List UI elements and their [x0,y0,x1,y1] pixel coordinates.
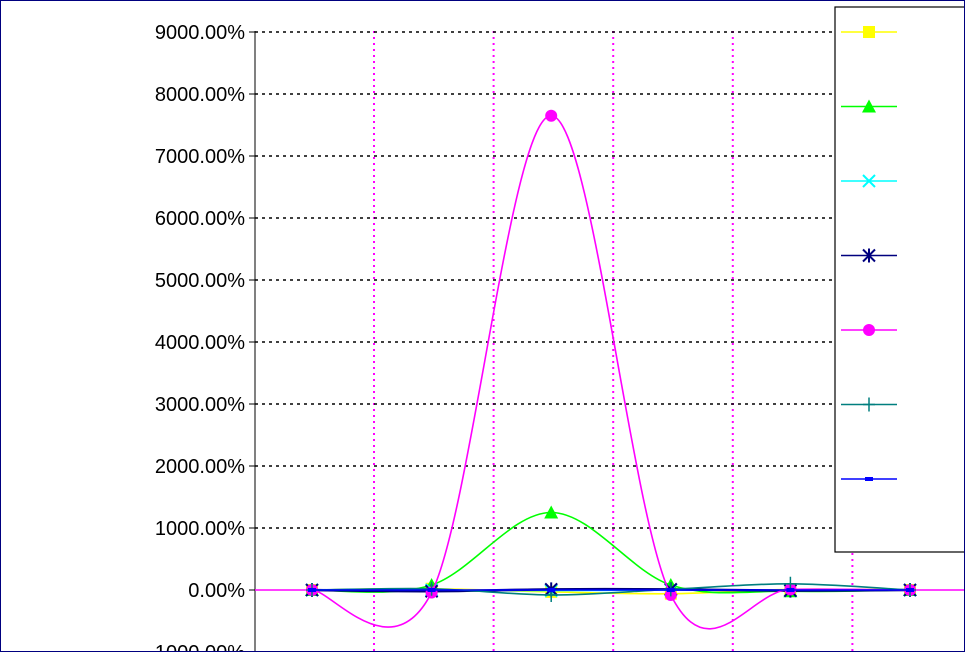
series-point [786,588,795,592]
legend-entry [841,26,897,38]
legend-box [834,6,964,553]
legend-marker [865,477,873,481]
y-tick-label: 9000.00% [155,22,245,44]
axis-layer: -1000.00% 0.00% 1000.00% 2000.00% 3000.00% 40… [148,22,964,651]
series-line [311,114,911,630]
legend-marker [862,248,876,263]
y-tick-label: 5000.00% [155,270,245,292]
series-7 [308,588,914,592]
legend-entry [841,248,897,263]
series-point [308,588,316,592]
series-point [547,588,556,592]
legend-marker [863,324,875,336]
y-tick-label: 6000.00% [155,208,245,230]
legend-entry [841,99,897,113]
y-tick-label: 4000.00% [155,332,245,354]
legend [834,6,964,553]
legend-entry [841,397,897,412]
legend-entry [841,324,897,336]
y-tick-label: 8000.00% [155,84,245,106]
legend-marker [862,99,876,113]
y-tick-label: 0.00% [188,580,245,602]
y-tick-label: 7000.00% [155,146,245,168]
series-line [311,582,911,596]
series-point [666,588,675,592]
series-2 [305,505,917,598]
legend-entry [841,477,897,481]
legend-marker [863,26,875,38]
series-5 [306,109,916,630]
y-tick-label: 2000.00% [155,456,245,478]
series-layer [305,109,917,630]
series-line [311,511,911,594]
y-tick-label: -1000.00% [148,642,245,651]
y-tick-label: 1000.00% [155,518,245,540]
legend-marker [863,397,875,412]
series-point [545,109,558,122]
legend-marker [862,174,876,188]
y-tick-label: 3000.00% [155,394,245,416]
series-point [544,505,559,519]
legend-entry [841,174,897,188]
series-point [427,588,436,592]
series-point [906,588,914,592]
